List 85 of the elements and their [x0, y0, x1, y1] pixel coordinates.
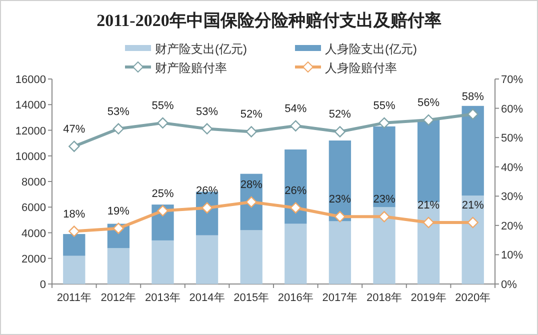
legend-label: 财产险赔付率 — [155, 61, 227, 75]
point — [334, 126, 346, 138]
x-tick-label: 2011年 — [56, 292, 92, 304]
data-label: 54% — [284, 102, 307, 115]
point — [290, 202, 302, 214]
data-label: 19% — [107, 205, 130, 218]
point — [467, 108, 478, 120]
x-tick-label: 2012年 — [100, 292, 136, 304]
data-label: 23% — [373, 194, 396, 206]
data-label: 21% — [462, 200, 484, 212]
y-tick-label: 8000 — [22, 176, 46, 188]
point — [68, 140, 80, 152]
data-label: 47% — [63, 123, 86, 136]
legend-label: 财产险支出(亿元) — [155, 42, 247, 56]
point — [378, 211, 390, 222]
x-tick-label: 2014年 — [189, 292, 225, 304]
y-tick-label: 0 — [40, 279, 46, 291]
x-tick-label: 2019年 — [410, 292, 446, 304]
y-tick-label: 6000 — [22, 202, 46, 214]
y-tick-label: 12000 — [15, 125, 46, 138]
bar — [462, 106, 484, 196]
point — [378, 117, 390, 129]
bar — [284, 224, 307, 284]
bar — [373, 207, 396, 284]
data-label: 53% — [196, 106, 218, 118]
bar — [63, 256, 86, 284]
y-tick-label: 10000 — [15, 150, 46, 163]
bar — [152, 240, 174, 284]
y2-tick-label: 0% — [501, 279, 518, 291]
y-tick-label: 2000 — [22, 253, 46, 266]
y-tick-label: 16000 — [15, 74, 46, 86]
point — [422, 114, 434, 126]
bar — [240, 230, 262, 284]
x-tick-label: 2013年 — [145, 292, 180, 304]
x-tick-label: 2020年 — [455, 292, 491, 304]
y-tick-label: 4000 — [22, 228, 46, 240]
data-label: 58% — [462, 91, 484, 104]
point — [246, 196, 257, 208]
data-label: 21% — [418, 200, 440, 212]
x-tick-label: 2017年 — [322, 292, 358, 304]
y2-tick-label: 60% — [501, 103, 524, 116]
data-label: 55% — [373, 100, 396, 112]
y2-tick-label: 50% — [501, 132, 524, 145]
data-label: 55% — [152, 100, 174, 112]
x-tick-label: 2015年 — [234, 292, 270, 304]
point — [422, 216, 434, 228]
data-label: 56% — [418, 97, 440, 109]
data-label: 52% — [240, 108, 263, 121]
y-tick-label: 14000 — [15, 100, 46, 112]
data-label: 25% — [152, 188, 174, 200]
data-label: 53% — [107, 106, 130, 118]
point — [467, 216, 478, 228]
bar — [373, 126, 396, 208]
y2-tick-label: 40% — [501, 162, 524, 174]
bar — [462, 196, 484, 284]
chart-title: 2011-2020年中国保险分险种赔付支出及赔付率 — [96, 11, 442, 30]
y2-tick-label: 70% — [501, 74, 524, 86]
bar — [63, 234, 86, 256]
y2-tick-label: 20% — [501, 220, 524, 232]
point — [290, 120, 302, 132]
point — [157, 205, 168, 216]
bar — [107, 248, 130, 284]
legend-label: 人身险支出(亿元) — [325, 42, 417, 56]
y2-tick-label: 30% — [501, 191, 524, 204]
point — [112, 222, 124, 234]
bar — [328, 221, 352, 284]
point — [201, 123, 213, 134]
bar — [284, 149, 307, 224]
point — [157, 117, 168, 129]
data-label: 26% — [284, 184, 307, 197]
bar — [417, 120, 440, 202]
x-tick-label: 2018年 — [366, 292, 402, 304]
point — [334, 211, 346, 222]
legend-label: 人身险赔付率 — [325, 61, 397, 75]
y2-tick-label: 10% — [501, 250, 524, 262]
data-label: 52% — [328, 108, 352, 121]
data-label: 18% — [63, 208, 86, 220]
data-label: 28% — [240, 179, 263, 191]
bar — [196, 235, 218, 284]
x-tick-label: 2016年 — [278, 292, 314, 304]
bar — [417, 202, 440, 284]
point — [112, 123, 124, 134]
point — [68, 226, 80, 237]
data-label: 23% — [328, 194, 352, 206]
point — [246, 126, 257, 138]
